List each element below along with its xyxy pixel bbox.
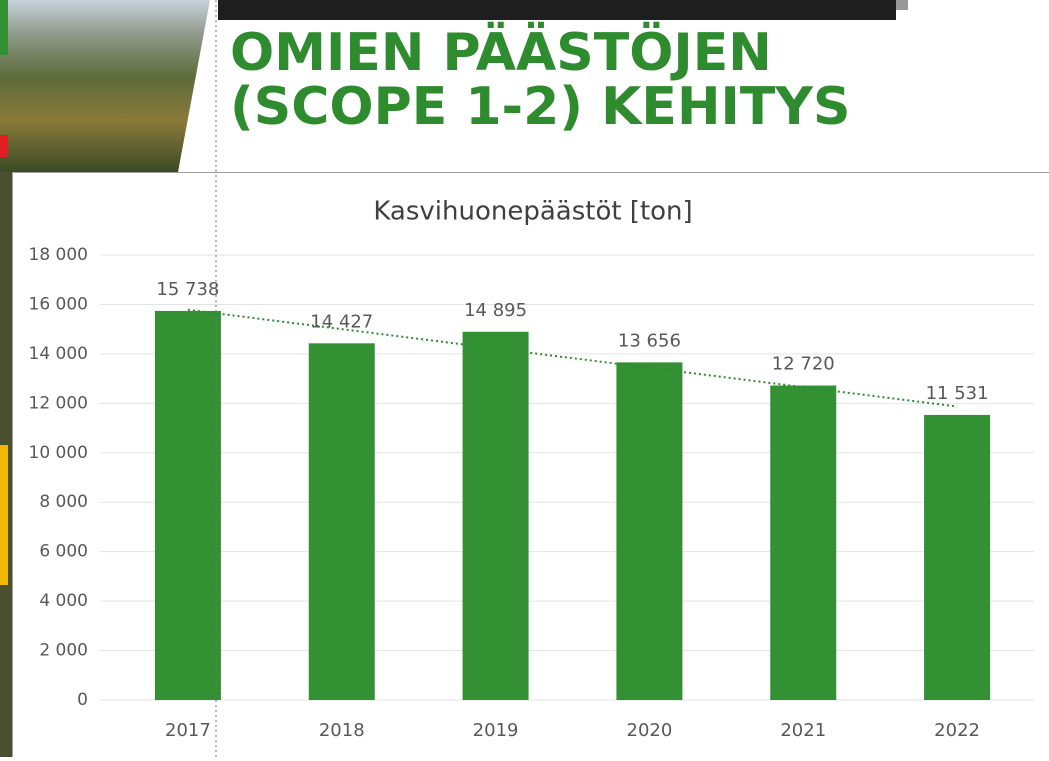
y-tick-label: 4 000 [39, 591, 88, 611]
x-tick-label: 2022 [934, 720, 980, 741]
bar [770, 386, 836, 700]
y-tick-label: 12 000 [29, 393, 88, 413]
top-bar-edge [896, 0, 908, 10]
bar [155, 311, 221, 700]
bar [309, 343, 375, 700]
x-tick-label: 2018 [319, 720, 365, 741]
value-label: 15 738 [156, 279, 219, 300]
accent-green [0, 0, 8, 55]
accent-red [0, 135, 8, 157]
slide: OMIEN PÄÄSTÖJEN (SCOPE 1-2) KEHITYS Kasv… [0, 0, 1049, 757]
value-label: 11 531 [926, 383, 989, 404]
slide-title: OMIEN PÄÄSTÖJEN [230, 21, 772, 83]
y-tick-label: 8 000 [39, 492, 88, 512]
y-tick-label: 10 000 [29, 443, 88, 463]
value-label: 13 656 [618, 330, 681, 351]
chart-title: Kasvihuonepäästöt [ton] [373, 197, 692, 227]
y-tick-label: 14 000 [29, 344, 88, 364]
top-bar [218, 0, 896, 20]
y-tick-label: 2 000 [39, 641, 88, 661]
accent-yellow [0, 445, 8, 585]
x-tick-label: 2017 [165, 720, 211, 741]
value-label: 14 427 [310, 311, 373, 332]
x-tick-label: 2019 [473, 720, 519, 741]
photo [0, 0, 210, 172]
bar [616, 362, 682, 700]
bar [463, 332, 529, 700]
y-tick-label: 16 000 [29, 294, 88, 314]
value-label: 12 720 [772, 354, 835, 375]
y-tick-label: 18 000 [29, 245, 88, 265]
y-tick-label: 6 000 [39, 542, 88, 562]
x-tick-label: 2020 [627, 720, 673, 741]
value-label: 14 895 [464, 300, 527, 321]
slide-title: (SCOPE 1-2) KEHITYS [230, 77, 850, 137]
y-tick-label: 0 [77, 690, 88, 710]
x-tick-label: 2021 [780, 720, 826, 741]
bar [924, 415, 990, 700]
